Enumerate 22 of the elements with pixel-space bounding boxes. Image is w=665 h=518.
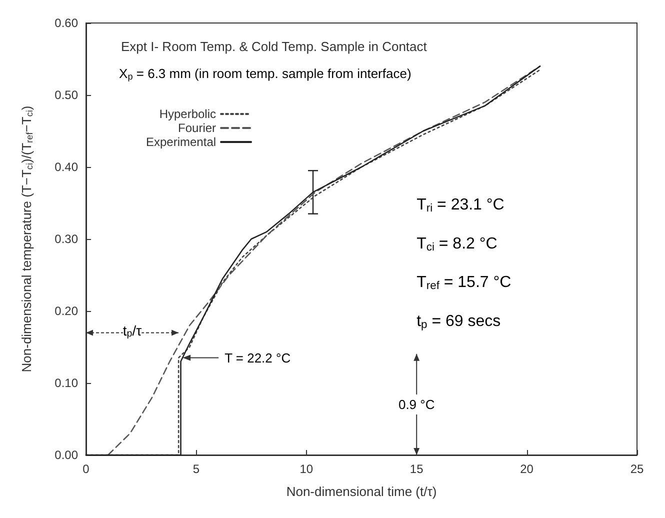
annotation: 0.9 °C: [398, 396, 435, 412]
y-tick-label: 0.10: [54, 376, 78, 390]
annotation: Xp = 6.3 mm (in room temp. sample from interface): [119, 66, 412, 82]
x-tick-label: 25: [630, 462, 644, 476]
legend-label: Fourier: [178, 121, 216, 135]
x-tick-label: 0: [82, 462, 90, 476]
x-tick-label: 5: [192, 462, 200, 476]
x-tick-label: 10: [300, 462, 314, 476]
text: Expt I- Room Temp. & Cold Temp. Sample in Contact: [121, 39, 428, 54]
y-tick-label: 0.00: [54, 448, 78, 462]
y-tick-label: 0.30: [54, 232, 78, 246]
y-axis-title: Non-dimensional temperature (T−Tci)/(Tref−Tci): [19, 106, 34, 372]
legend-label: Hyperbolic: [159, 107, 216, 121]
y-tick-label: 0.60: [54, 16, 78, 30]
x-tick-label: 15: [410, 462, 424, 476]
x-tick-label: 20: [520, 462, 534, 476]
annotation: T = 22.2 °C: [224, 350, 291, 366]
y-tick-label: 0.20: [54, 304, 78, 318]
legend-label: Experimental: [146, 135, 216, 149]
y-tick-label: 0.50: [54, 88, 78, 102]
x-axis-title: Non-dimensional time (t/τ): [286, 484, 437, 499]
y-tick-label: 0.40: [54, 160, 78, 174]
